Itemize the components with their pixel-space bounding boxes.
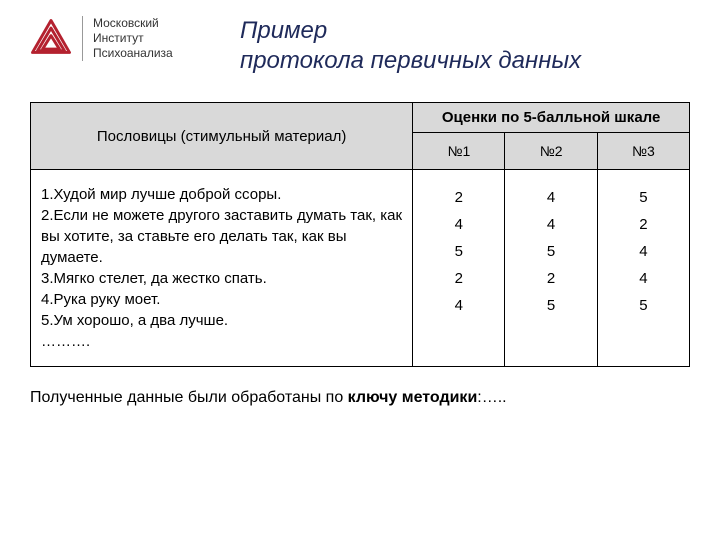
page-title: Пример протокола первичных данных	[210, 16, 581, 76]
logo-icon	[30, 18, 72, 60]
inst-line-2: Институт	[93, 31, 173, 46]
proverb-2: 2.Если не можете другого заставить думат…	[41, 205, 402, 268]
proverb-3: 3.Мягко стелет, да жестко спать.	[41, 268, 402, 289]
proverb-1: 1.Худой мир лучше доброй ссоры.	[41, 184, 402, 205]
proverb-5: 5.Ум хорошо, а два лучше.	[41, 310, 402, 331]
inst-line-3: Психоанализа	[93, 46, 173, 61]
header-proverbs: Пословицы (стимульный материал)	[31, 103, 413, 170]
footer-after: :…..	[477, 389, 506, 406]
footer-bold: ключу методики	[348, 389, 478, 406]
title-line-2: протокола первичных данных	[240, 46, 581, 76]
subheader-2: №2	[505, 133, 597, 170]
institute-name: Московский Институт Психоанализа	[82, 16, 173, 61]
footer-before: Полученные данные были обработаны по	[30, 389, 348, 406]
subheader-3: №3	[597, 133, 689, 170]
proverbs-cell: 1.Худой мир лучше доброй ссоры. 2.Если н…	[31, 170, 413, 367]
header: Московский Институт Психоанализа Пример …	[0, 0, 720, 84]
proverb-ellipsis: ……….	[41, 331, 402, 352]
table-container: Пословицы (стимульный материал) Оценки п…	[0, 84, 720, 367]
subheader-1: №1	[413, 133, 505, 170]
scores-col-1: 2 4 5 2 4	[413, 170, 505, 367]
title-line-1: Пример	[240, 16, 581, 46]
footer-note: Полученные данные были обработаны по клю…	[0, 367, 720, 407]
data-table: Пословицы (стимульный материал) Оценки п…	[30, 102, 690, 367]
table-row: 1.Худой мир лучше доброй ссоры. 2.Если н…	[31, 170, 690, 367]
header-ratings: Оценки по 5-балльной шкале	[413, 103, 690, 133]
proverb-4: 4.Рука руку моет.	[41, 289, 402, 310]
logo-block: Московский Институт Психоанализа	[30, 16, 210, 61]
table-header-row-1: Пословицы (стимульный материал) Оценки п…	[31, 103, 690, 133]
inst-line-1: Московский	[93, 16, 173, 31]
scores-col-3: 5 2 4 4 5	[597, 170, 689, 367]
scores-col-2: 4 4 5 2 5	[505, 170, 597, 367]
